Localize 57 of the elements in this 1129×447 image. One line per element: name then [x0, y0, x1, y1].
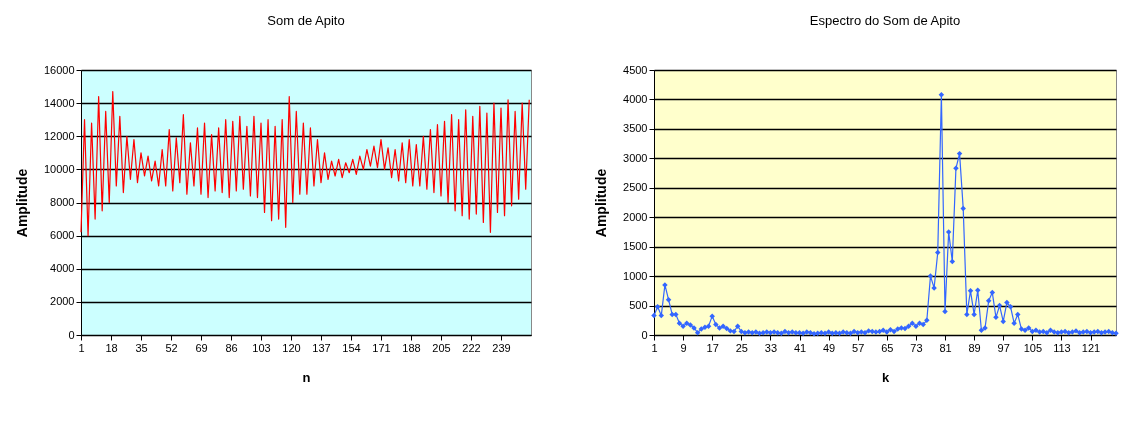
x-tick-label: 73	[910, 341, 923, 354]
x-tick-label: 9	[680, 341, 687, 354]
x-tick-label: 57	[852, 341, 865, 354]
y-tick-label: 0	[641, 328, 648, 341]
x-tick-label: 188	[402, 341, 421, 354]
y-tick-label: 3000	[623, 151, 648, 164]
x-tick-label: 35	[135, 341, 148, 354]
x-axis-title: k	[881, 369, 890, 385]
x-tick-label: 49	[822, 341, 836, 354]
y-tick-label: 4000	[623, 92, 648, 105]
x-tick-label: 33	[764, 341, 778, 354]
y-tick-label: 500	[629, 299, 648, 312]
y-tick-label: 1000	[623, 269, 648, 282]
y-tick-label: 6000	[50, 229, 75, 242]
x-tick-label: 239	[492, 341, 511, 354]
x-tick-label: 52	[165, 341, 178, 354]
y-tick-label: 8000	[50, 196, 75, 208]
x-tick-label: 113	[1053, 341, 1071, 354]
x-tick-label: 1	[78, 341, 85, 354]
x-tick-label: 171	[372, 341, 391, 354]
x-tick-label: 137	[312, 341, 331, 354]
x-tick-label: 97	[997, 341, 1010, 354]
y-tick-label: 1500	[623, 240, 648, 253]
x-tick-label: 1	[651, 341, 658, 354]
chart-title: Som de Apito	[267, 13, 345, 28]
y-tick-label: 4500	[623, 63, 648, 76]
x-tick-label: 120	[282, 341, 301, 354]
x-tick-label: 65	[881, 341, 894, 354]
y-tick-label: 3500	[623, 122, 648, 135]
x-tick-label: 89	[968, 341, 981, 354]
x-tick-label: 105	[1023, 341, 1043, 354]
x-tick-label: 18	[105, 341, 118, 354]
x-tick-label: 69	[195, 341, 208, 354]
y-axis-title: Amplitude	[593, 168, 610, 238]
y-tick-label: 10000	[43, 162, 75, 175]
x-tick-label: 103	[252, 341, 271, 354]
x-tick-label: 222	[462, 341, 481, 354]
line-series	[80, 90, 530, 237]
y-tick-label: 2500	[623, 181, 648, 194]
y-tick-label: 2000	[50, 295, 75, 308]
x-tick-label: 205	[432, 341, 451, 354]
x-tick-label: 17	[706, 341, 719, 354]
y-tick-label: 16000	[43, 63, 75, 76]
y-tick-label: 2000	[623, 210, 648, 223]
y-tick-label: 12000	[43, 129, 75, 142]
chart-title: Espectro do Som de Apito	[809, 13, 961, 28]
x-tick-label: 86	[225, 341, 238, 354]
x-tick-label: 25	[735, 341, 748, 354]
y-tick-label: 0	[68, 328, 75, 341]
x-tick-label: 154	[342, 341, 361, 354]
x-tick-label: 41	[793, 341, 807, 354]
x-tick-label: 121	[1081, 341, 1101, 354]
x-tick-label: 81	[939, 341, 952, 354]
y-tick-label: 4000	[50, 262, 75, 275]
x-axis-title: n	[302, 369, 311, 385]
y-axis-title: Amplitude	[13, 168, 30, 238]
y-tick-label: 14000	[43, 96, 75, 109]
